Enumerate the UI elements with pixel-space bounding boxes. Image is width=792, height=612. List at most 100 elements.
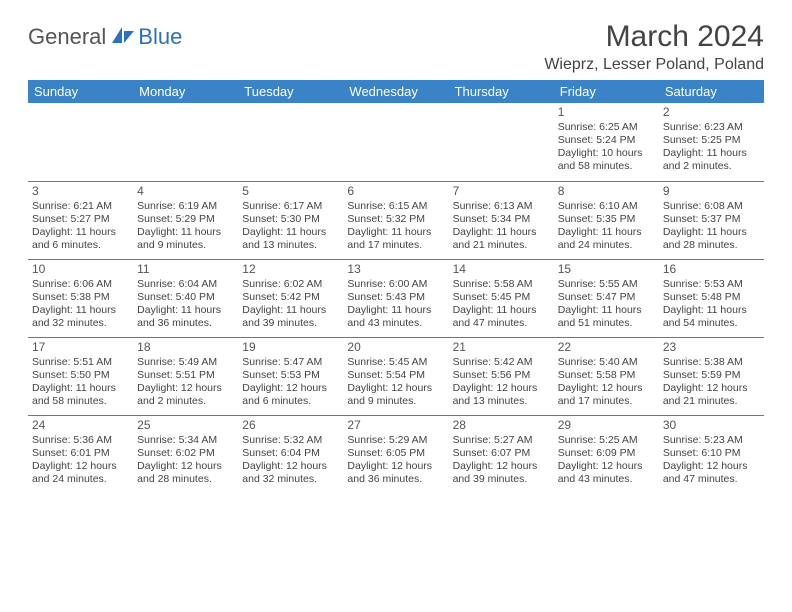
daylight-text: Daylight: 12 hours and 47 minutes. (663, 460, 760, 486)
daylight-text: Daylight: 11 hours and 17 minutes. (347, 226, 444, 252)
sunrise-text: Sunrise: 6:17 AM (242, 200, 339, 213)
sunrise-text: Sunrise: 5:45 AM (347, 356, 444, 369)
daylight-text: Daylight: 11 hours and 36 minutes. (137, 304, 234, 330)
calendar-table: SundayMondayTuesdayWednesdayThursdayFrid… (28, 80, 764, 493)
calendar-cell: 22Sunrise: 5:40 AMSunset: 5:58 PMDayligh… (554, 337, 659, 415)
calendar-body: 1Sunrise: 6:25 AMSunset: 5:24 PMDaylight… (28, 103, 764, 493)
sunset-text: Sunset: 5:58 PM (558, 369, 655, 382)
sunset-text: Sunset: 6:10 PM (663, 447, 760, 460)
daylight-text: Daylight: 11 hours and 9 minutes. (137, 226, 234, 252)
sunrise-text: Sunrise: 5:53 AM (663, 278, 760, 291)
daylight-text: Daylight: 12 hours and 32 minutes. (242, 460, 339, 486)
day-number: 4 (137, 184, 234, 199)
day-number: 9 (663, 184, 760, 199)
daylight-text: Daylight: 11 hours and 21 minutes. (453, 226, 550, 252)
daylight-text: Daylight: 11 hours and 13 minutes. (242, 226, 339, 252)
sunrise-text: Sunrise: 5:40 AM (558, 356, 655, 369)
calendar-cell: 27Sunrise: 5:29 AMSunset: 6:05 PMDayligh… (343, 415, 448, 493)
sunrise-text: Sunrise: 6:10 AM (558, 200, 655, 213)
sunrise-text: Sunrise: 5:55 AM (558, 278, 655, 291)
sunset-text: Sunset: 5:35 PM (558, 213, 655, 226)
day-number: 19 (242, 340, 339, 355)
day-number: 14 (453, 262, 550, 277)
daylight-text: Daylight: 12 hours and 13 minutes. (453, 382, 550, 408)
weekday-header: Monday (133, 80, 238, 103)
calendar-cell: 20Sunrise: 5:45 AMSunset: 5:54 PMDayligh… (343, 337, 448, 415)
calendar-row: 10Sunrise: 6:06 AMSunset: 5:38 PMDayligh… (28, 259, 764, 337)
day-number: 2 (663, 105, 760, 120)
sunset-text: Sunset: 6:04 PM (242, 447, 339, 460)
calendar-cell: 5Sunrise: 6:17 AMSunset: 5:30 PMDaylight… (238, 181, 343, 259)
day-number: 12 (242, 262, 339, 277)
sunrise-text: Sunrise: 5:36 AM (32, 434, 129, 447)
sunset-text: Sunset: 5:29 PM (137, 213, 234, 226)
day-number: 15 (558, 262, 655, 277)
sunset-text: Sunset: 5:37 PM (663, 213, 760, 226)
daylight-text: Daylight: 11 hours and 51 minutes. (558, 304, 655, 330)
sunset-text: Sunset: 6:07 PM (453, 447, 550, 460)
sunrise-text: Sunrise: 5:25 AM (558, 434, 655, 447)
calendar-cell: 23Sunrise: 5:38 AMSunset: 5:59 PMDayligh… (659, 337, 764, 415)
sunrise-text: Sunrise: 5:29 AM (347, 434, 444, 447)
calendar-header-row: SundayMondayTuesdayWednesdayThursdayFrid… (28, 80, 764, 103)
logo: General Blue (28, 24, 182, 50)
day-number: 3 (32, 184, 129, 199)
day-number: 18 (137, 340, 234, 355)
sunrise-text: Sunrise: 6:02 AM (242, 278, 339, 291)
calendar-cell: 28Sunrise: 5:27 AMSunset: 6:07 PMDayligh… (449, 415, 554, 493)
sunset-text: Sunset: 5:54 PM (347, 369, 444, 382)
day-number: 13 (347, 262, 444, 277)
day-number: 1 (558, 105, 655, 120)
sunrise-text: Sunrise: 5:23 AM (663, 434, 760, 447)
day-number: 28 (453, 418, 550, 433)
calendar-cell (238, 103, 343, 181)
day-number: 23 (663, 340, 760, 355)
sunset-text: Sunset: 5:25 PM (663, 134, 760, 147)
calendar-cell (28, 103, 133, 181)
sunset-text: Sunset: 5:45 PM (453, 291, 550, 304)
day-number: 6 (347, 184, 444, 199)
calendar-row: 24Sunrise: 5:36 AMSunset: 6:01 PMDayligh… (28, 415, 764, 493)
sunrise-text: Sunrise: 6:00 AM (347, 278, 444, 291)
sunset-text: Sunset: 5:42 PM (242, 291, 339, 304)
calendar-cell (133, 103, 238, 181)
day-number: 25 (137, 418, 234, 433)
sunrise-text: Sunrise: 5:27 AM (453, 434, 550, 447)
calendar-cell: 4Sunrise: 6:19 AMSunset: 5:29 PMDaylight… (133, 181, 238, 259)
daylight-text: Daylight: 11 hours and 6 minutes. (32, 226, 129, 252)
sunrise-text: Sunrise: 6:04 AM (137, 278, 234, 291)
sunset-text: Sunset: 5:48 PM (663, 291, 760, 304)
day-number: 8 (558, 184, 655, 199)
month-title: March 2024 (544, 20, 764, 54)
day-number: 11 (137, 262, 234, 277)
calendar-cell: 6Sunrise: 6:15 AMSunset: 5:32 PMDaylight… (343, 181, 448, 259)
daylight-text: Daylight: 11 hours and 2 minutes. (663, 147, 760, 173)
day-number: 22 (558, 340, 655, 355)
sunrise-text: Sunrise: 6:21 AM (32, 200, 129, 213)
calendar-cell (343, 103, 448, 181)
sunset-text: Sunset: 5:30 PM (242, 213, 339, 226)
sunset-text: Sunset: 6:09 PM (558, 447, 655, 460)
sunrise-text: Sunrise: 6:25 AM (558, 121, 655, 134)
calendar-cell: 17Sunrise: 5:51 AMSunset: 5:50 PMDayligh… (28, 337, 133, 415)
sunset-text: Sunset: 5:50 PM (32, 369, 129, 382)
calendar-cell: 1Sunrise: 6:25 AMSunset: 5:24 PMDaylight… (554, 103, 659, 181)
calendar-cell: 24Sunrise: 5:36 AMSunset: 6:01 PMDayligh… (28, 415, 133, 493)
sunrise-text: Sunrise: 6:19 AM (137, 200, 234, 213)
calendar-row: 3Sunrise: 6:21 AMSunset: 5:27 PMDaylight… (28, 181, 764, 259)
sunrise-text: Sunrise: 5:49 AM (137, 356, 234, 369)
sunrise-text: Sunrise: 5:47 AM (242, 356, 339, 369)
sunset-text: Sunset: 5:27 PM (32, 213, 129, 226)
daylight-text: Daylight: 11 hours and 32 minutes. (32, 304, 129, 330)
sunrise-text: Sunrise: 6:15 AM (347, 200, 444, 213)
daylight-text: Daylight: 12 hours and 39 minutes. (453, 460, 550, 486)
weekday-header: Friday (554, 80, 659, 103)
sunset-text: Sunset: 5:47 PM (558, 291, 655, 304)
calendar-cell: 2Sunrise: 6:23 AMSunset: 5:25 PMDaylight… (659, 103, 764, 181)
sunrise-text: Sunrise: 5:42 AM (453, 356, 550, 369)
sunrise-text: Sunrise: 5:34 AM (137, 434, 234, 447)
weekday-header: Wednesday (343, 80, 448, 103)
day-number: 16 (663, 262, 760, 277)
daylight-text: Daylight: 11 hours and 28 minutes. (663, 226, 760, 252)
daylight-text: Daylight: 12 hours and 28 minutes. (137, 460, 234, 486)
